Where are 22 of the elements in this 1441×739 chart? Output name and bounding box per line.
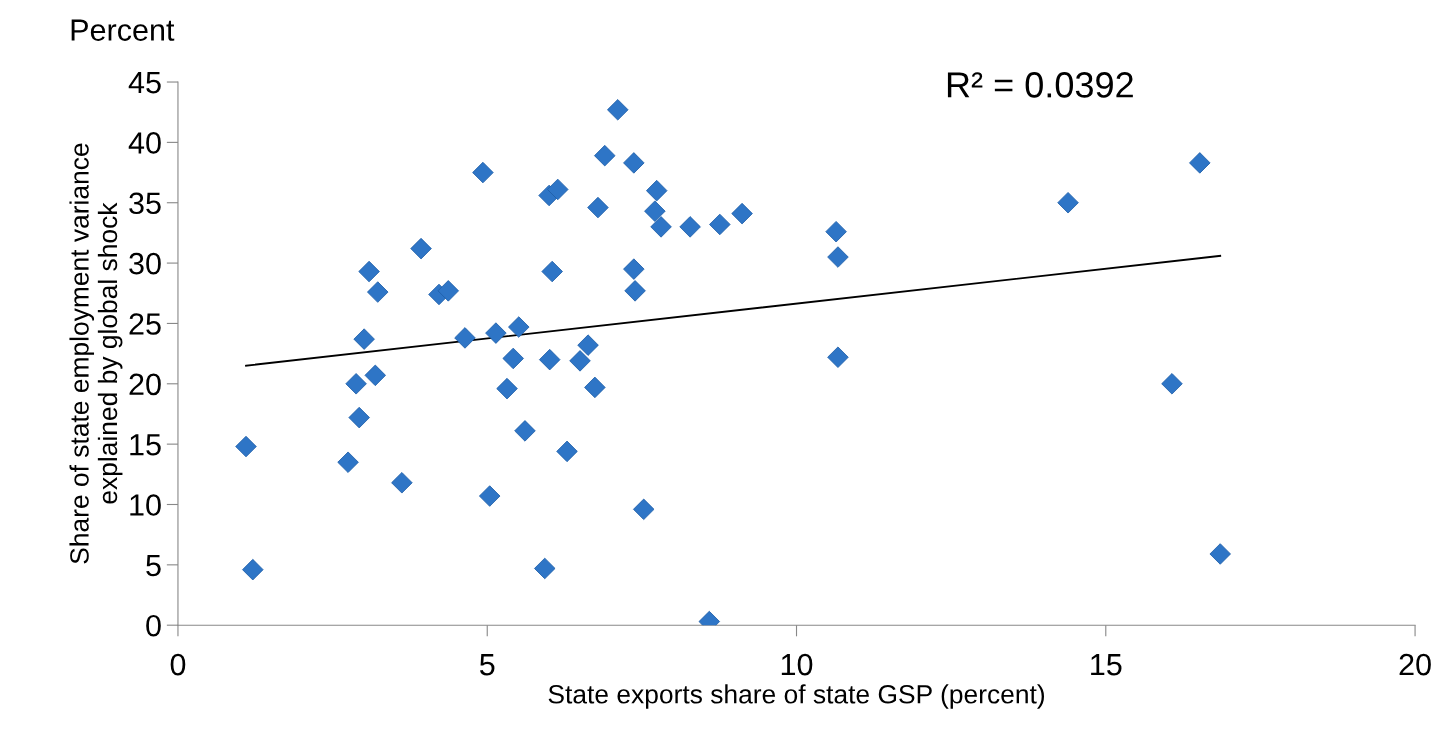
y-axis-title: Share of state employment variance explained by global shock: [69, 143, 123, 564]
point: [547, 178, 569, 201]
text: Percent: [71, 19, 175, 41]
y-tick-label: 0: [146, 614, 161, 637]
x-tick-label: 15: [1091, 654, 1122, 676]
y-tick-label: 35: [129, 192, 161, 215]
y-tick-label: 30: [129, 252, 161, 275]
x-tick-label: 0: [170, 653, 186, 676]
y-tick-label: 45: [128, 72, 161, 94]
point: [679, 216, 701, 238]
annotation: R² = 0.0392: [947, 72, 1133, 98]
y-tick-label: 25: [129, 313, 161, 335]
y-tick-label: 40: [128, 132, 161, 154]
y-tick-label: 15: [130, 434, 161, 456]
x-tick-label: 10: [781, 653, 813, 676]
x-tick-label: 20: [1399, 653, 1431, 676]
y-tick-label: 20: [129, 373, 161, 396]
x-tick-label: 5: [479, 654, 495, 676]
y-tick-label: 5: [146, 554, 161, 577]
x-axis-title: State exports share of state GSP (percent): [548, 684, 1045, 709]
point: [1161, 373, 1183, 395]
y-tick-label: 10: [130, 494, 161, 516]
